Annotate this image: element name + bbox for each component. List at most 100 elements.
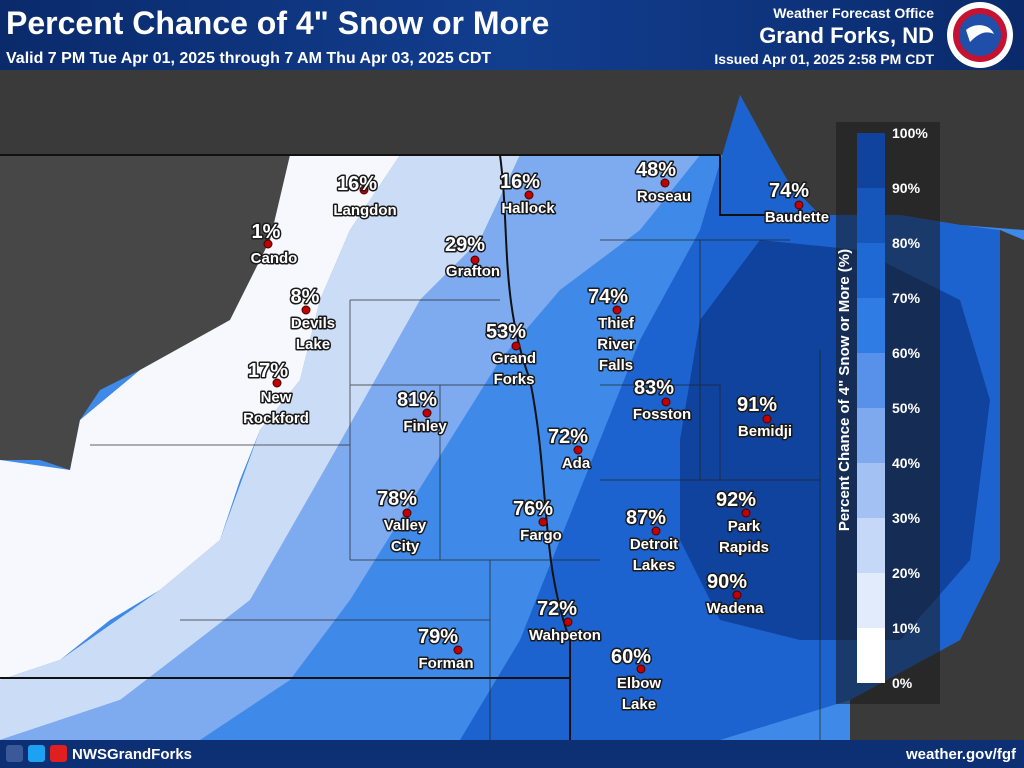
legend-tick-label: 50% (892, 400, 921, 416)
office-label: Weather Forecast Office (773, 5, 934, 21)
subtitle: Valid 7 PM Tue Apr 01, 2025 through 7 AM… (6, 50, 491, 67)
city-chance: 72% (548, 426, 588, 448)
legend-swatch (857, 573, 885, 628)
legend-title: Percent Chance of 4" Snow or More (%) (836, 249, 853, 531)
city-chance: 1% (252, 221, 281, 243)
city-name: Rockford (243, 410, 309, 427)
city-name: Fargo (520, 527, 562, 544)
city-chance: 48% (636, 159, 676, 181)
city-dot (422, 408, 432, 418)
city-chance: 17% (248, 360, 288, 382)
city-chance: 76% (513, 498, 553, 520)
legend-tick-label: 90% (892, 180, 921, 196)
social-handle[interactable]: NWSGrandForks (72, 746, 192, 763)
legend-swatch (857, 463, 885, 518)
legend-box (836, 122, 940, 704)
city-name: Valley (384, 517, 427, 534)
city-name: Falls (599, 357, 633, 374)
legend-tick-label: 30% (892, 510, 921, 526)
city-chance: 87% (626, 507, 666, 529)
city-chance: 91% (737, 394, 777, 416)
wisconsin-area (850, 230, 1024, 740)
city-chance: 16% (337, 173, 377, 195)
legend-swatch (857, 518, 885, 573)
city-chance: 92% (716, 489, 756, 511)
legend-tick-label: 100% (892, 125, 928, 141)
city-name: Ada (562, 455, 591, 472)
city-name: Devils (291, 315, 335, 332)
footer-bar (0, 740, 1024, 768)
county-borders (90, 239, 821, 740)
twitter-icon[interactable] (28, 745, 45, 762)
youtube-icon[interactable] (50, 745, 67, 762)
issued-time: Issued Apr 01, 2025 2:58 PM CDT (714, 51, 934, 67)
city-chance: 74% (769, 180, 809, 202)
legend-swatch (857, 353, 885, 408)
legend-swatch (857, 298, 885, 353)
city-chance: 74% (588, 286, 628, 308)
city-name: Cando (251, 250, 298, 267)
facebook-icon[interactable] (6, 745, 23, 762)
nws-logo (947, 2, 1013, 68)
city-name: Wadena (707, 600, 765, 617)
city-name: Park (728, 518, 761, 535)
city-name: Lake (296, 336, 330, 353)
legend-swatch (857, 408, 885, 463)
city-name: Roseau (637, 188, 691, 205)
city-name: River (597, 336, 635, 353)
city-name: Forman (418, 655, 473, 672)
title: Percent Chance of 4" Snow or More (6, 5, 549, 41)
legend-tick-label: 70% (892, 290, 921, 306)
legend-swatch (857, 243, 885, 298)
city-dot (741, 508, 751, 518)
city-name: Thief (598, 315, 635, 332)
city-chance: 79% (418, 626, 458, 648)
city-dot (573, 445, 583, 455)
city-name: Forks (494, 371, 535, 388)
city-dot (660, 178, 670, 188)
office-name: Grand Forks, ND (759, 23, 934, 48)
city-dot (538, 517, 548, 527)
city-dot (263, 239, 273, 249)
city-dot (402, 508, 412, 518)
city-dot (563, 617, 573, 627)
city-name: Lakes (633, 557, 676, 574)
city-dot (453, 645, 463, 655)
city-labels: 16% Langdon 16% Hallock 48% Roseau 74% Baudette… (242, 158, 831, 715)
legend: 0% 10% 20% 30% 40% 50% 60% 70% 80% 90% 100% (857, 125, 928, 691)
city-name: Lake (622, 696, 656, 713)
city-chance: 53% (486, 321, 526, 343)
legend-tick-label: 60% (892, 345, 921, 361)
city-dot (524, 190, 534, 200)
city-name: Fosston (633, 406, 691, 423)
city-dot (612, 305, 622, 315)
canada (0, 70, 1024, 230)
city-name: Finley (403, 418, 447, 435)
light-area (0, 155, 520, 740)
legend-tick-label: 10% (892, 620, 921, 636)
city-chance: 81% (397, 389, 437, 411)
city-name: Langdon (333, 202, 396, 219)
north-dakota-dark (0, 155, 290, 470)
legend-tick-label: 0% (892, 675, 913, 691)
city-name: City (391, 538, 420, 555)
city-name: Wahpeton (529, 627, 601, 644)
city-dot (511, 341, 521, 351)
city-chance: 8% (291, 286, 320, 308)
city-name: Baudette (765, 209, 829, 226)
city-chance: 90% (707, 571, 747, 593)
header-bar (0, 0, 1024, 70)
city-dot (301, 305, 311, 315)
city-name: Hallock (501, 200, 555, 217)
city-name: New (261, 389, 292, 406)
city-chance: 83% (634, 377, 674, 399)
city-chance: 72% (537, 598, 577, 620)
city-name: Grand (492, 350, 536, 367)
website-url[interactable]: weather.gov/fgf (905, 746, 1017, 763)
city-dot (470, 255, 480, 265)
city-dot (359, 185, 369, 195)
state-borders (0, 154, 820, 740)
city-name: Rapids (719, 539, 769, 556)
